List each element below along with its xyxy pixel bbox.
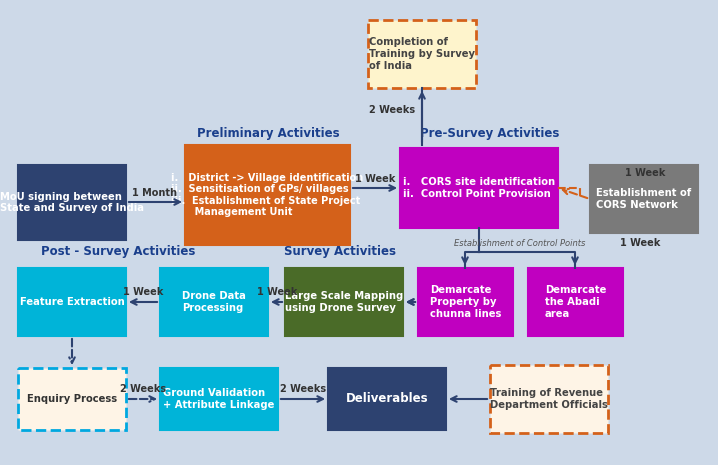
Text: Survey Activities: Survey Activities [284, 245, 396, 258]
Text: MoU signing between
State and Survey of India: MoU signing between State and Survey of … [0, 192, 144, 213]
FancyBboxPatch shape [18, 165, 126, 240]
Text: Feature Extraction: Feature Extraction [19, 297, 124, 307]
Text: 2 Weeks: 2 Weeks [120, 384, 166, 394]
Text: Post - Survey Activities: Post - Survey Activities [41, 245, 195, 258]
FancyBboxPatch shape [18, 268, 126, 336]
Text: 2 Weeks: 2 Weeks [369, 105, 415, 115]
FancyBboxPatch shape [368, 20, 476, 88]
Text: Enquiry Process: Enquiry Process [27, 394, 117, 404]
Text: 1 Month: 1 Month [133, 188, 177, 198]
FancyBboxPatch shape [418, 268, 513, 336]
Text: Training of Revenue
Department Officials: Training of Revenue Department Officials [490, 388, 608, 410]
Text: Demarcate
the Abadi
area: Demarcate the Abadi area [545, 286, 606, 319]
Text: Deliverables: Deliverables [345, 392, 429, 405]
Text: 1 Week: 1 Week [625, 168, 666, 178]
FancyBboxPatch shape [490, 365, 608, 433]
Text: 1 Week: 1 Week [123, 287, 163, 297]
FancyBboxPatch shape [160, 368, 278, 430]
FancyBboxPatch shape [185, 145, 350, 245]
FancyBboxPatch shape [328, 368, 446, 430]
Text: Drone Data
Processing: Drone Data Processing [182, 291, 246, 313]
Text: Ground Validation
+ Attribute Linkage: Ground Validation + Attribute Linkage [163, 388, 275, 410]
Text: i.   CORS site identification
ii.  Control Point Provision: i. CORS site identification ii. Control … [403, 177, 555, 199]
Text: Completion of
Training by Survey
of India: Completion of Training by Survey of Indi… [369, 37, 475, 71]
Text: Pre-Survey Activities: Pre-Survey Activities [420, 127, 560, 140]
FancyBboxPatch shape [160, 268, 268, 336]
FancyBboxPatch shape [590, 165, 698, 233]
Text: Demarcate
Property by
chunna lines: Demarcate Property by chunna lines [430, 286, 501, 319]
Text: 1 Week: 1 Week [257, 287, 297, 297]
Text: 2 Weeks: 2 Weeks [280, 384, 326, 394]
FancyBboxPatch shape [528, 268, 623, 336]
Text: 1 Week: 1 Week [355, 174, 395, 184]
FancyBboxPatch shape [18, 368, 126, 430]
Text: i.   District -> Village identification
ii.  Sensitisation of GPs/ villages
iii.: i. District -> Village identification ii… [172, 173, 363, 218]
Text: Establishment of
CORS Network: Establishment of CORS Network [597, 188, 691, 210]
Text: Establishment of Control Points: Establishment of Control Points [454, 239, 586, 248]
FancyBboxPatch shape [285, 268, 403, 336]
Text: Large Scale Mapping
using Drone Survey: Large Scale Mapping using Drone Survey [285, 291, 403, 313]
Text: Preliminary Activities: Preliminary Activities [197, 127, 340, 140]
Text: 1 Week: 1 Week [620, 238, 661, 248]
FancyBboxPatch shape [400, 148, 558, 228]
